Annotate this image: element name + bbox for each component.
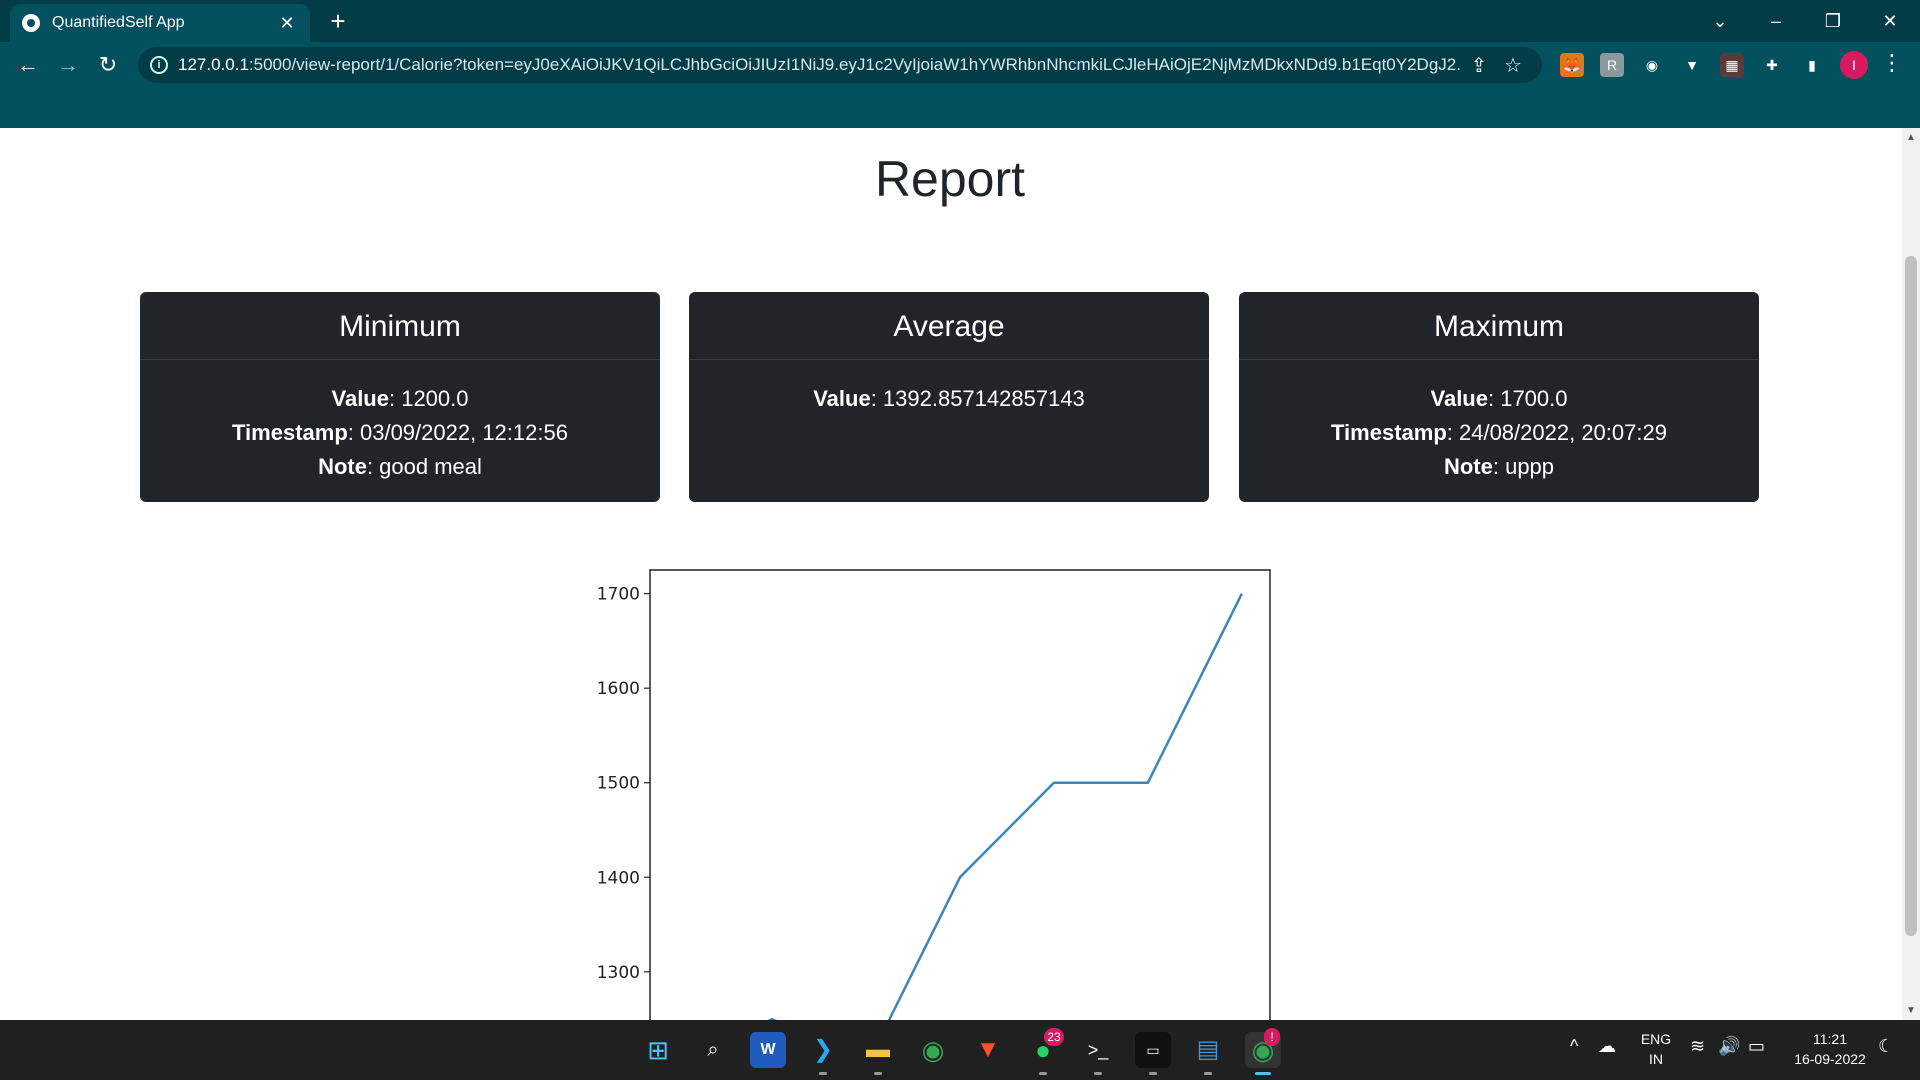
close-tab-icon[interactable]: ✕ [279, 12, 295, 33]
chrome-badge: ! [1264, 1028, 1280, 1046]
edge-extension-icon[interactable]: ◉ [1645, 57, 1659, 73]
address-bar[interactable]: i 127.0.0.1:5000/view-report/1/Calorie?t… [138, 47, 1542, 83]
puzzle-icon[interactable]: ✚ [1766, 57, 1778, 73]
chart-frame [649, 569, 1271, 1020]
card-line: Value: 1200.0 [331, 386, 469, 411]
globe-icon [22, 14, 40, 32]
card-body: Value: 1392.857142857143 [689, 360, 1209, 416]
y-tick-label: 1600 [597, 679, 640, 699]
vscode-icon[interactable]: ❯ [812, 1036, 834, 1063]
running-indicator [1204, 1072, 1212, 1075]
card-line: Note: good meal [318, 454, 482, 479]
volume-icon[interactable]: 🔊 [1718, 1036, 1741, 1056]
card-header: Maximum [1239, 292, 1759, 360]
page-title: Report [874, 151, 1026, 207]
onedrive-cloud-icon[interactable]: ☁ [1598, 1036, 1616, 1056]
tab-strip: QuantifiedSelf App ✕ + ⌄ – ❐ ✕ [0, 0, 1920, 42]
bookmark-star-icon[interactable]: ☆ [1504, 54, 1522, 77]
scroll-up-icon[interactable]: ▲ [1906, 132, 1916, 143]
card-line: Value: 1700.0 [1430, 386, 1568, 411]
average-card: Average Value: 1392.857142857143 [689, 292, 1209, 502]
y-tick-label: 1500 [597, 774, 640, 794]
minimize-button[interactable]: – [1770, 11, 1781, 31]
tab-search-icon[interactable]: ⌄ [1712, 11, 1728, 31]
running-indicator [1149, 1072, 1157, 1075]
back-arrow-icon[interactable]: ← [17, 52, 39, 77]
url-text[interactable]: 127.0.0.1:5000/view-report/1/Calorie?tok… [178, 55, 1462, 74]
metamask-icon[interactable]: 🦊 [1560, 53, 1584, 77]
wifi-icon[interactable]: ≋ [1690, 1036, 1706, 1056]
word-icon[interactable]: W [750, 1032, 786, 1068]
running-indicator [1094, 1072, 1102, 1075]
terminal-icon[interactable]: >_ [1087, 1040, 1109, 1060]
battery-icon[interactable]: ▭ [1748, 1036, 1766, 1056]
card-body: Value: 1700.0 Timestamp: 24/08/2022, 20:… [1239, 360, 1759, 484]
minimum-card: Minimum Value: 1200.0 Timestamp: 03/09/2… [140, 292, 660, 502]
chrome-icon[interactable]: ◉ [921, 1035, 945, 1065]
console-icon[interactable]: ▭ [1135, 1032, 1171, 1068]
vertical-scrollbar[interactable]: ▲ ▼ [1902, 128, 1920, 1020]
page-content: Report Minimum Value: 1200.0 Timestamp: … [0, 128, 1902, 1020]
windows-start-icon[interactable]: ⊞ [647, 1035, 669, 1065]
whatsapp-badge: 23 [1044, 1028, 1064, 1046]
vue-devtools-icon[interactable]: ▼ [1685, 57, 1699, 73]
forward-arrow-icon[interactable]: → [57, 52, 79, 77]
extension-grid-icon[interactable]: ▦ [1720, 53, 1744, 77]
y-tick-label: 1400 [597, 868, 640, 888]
brave-icon[interactable]: ▼ [976, 1036, 1000, 1063]
y-tick-label: 1700 [597, 585, 640, 605]
card-header: Minimum [140, 292, 660, 360]
scrollbar-thumb[interactable] [1905, 256, 1917, 936]
language-indicator[interactable]: ENG IN [1640, 1031, 1672, 1067]
maximum-card: Maximum Value: 1700.0 Timestamp: 24/08/2… [1239, 292, 1759, 502]
card-body: Value: 1200.0 Timestamp: 03/09/2022, 12:… [140, 360, 660, 484]
line-chart: 120013001400150016001700 [597, 569, 1271, 1020]
new-tab-button[interactable]: + [330, 6, 346, 36]
running-indicator [1039, 1072, 1047, 1075]
card-header: Average [689, 292, 1209, 360]
tab-quantifiedself[interactable]: QuantifiedSelf App ✕ [10, 4, 310, 42]
browser-toolbar: ← → ↻ i 127.0.0.1:5000/view-report/1/Cal… [0, 42, 1920, 88]
notepad-icon[interactable]: ▤ [1196, 1036, 1220, 1063]
extension-r-icon[interactable]: R [1600, 53, 1624, 77]
side-panel-icon[interactable]: ▮ [1808, 57, 1816, 73]
site-info-icon[interactable]: i [150, 56, 168, 74]
close-window-button[interactable]: ✕ [1882, 11, 1898, 31]
card-line: Value: 1392.857142857143 [813, 386, 1085, 411]
kebab-menu-icon[interactable]: ⋮ [1881, 50, 1903, 75]
y-tick-label: 1300 [597, 963, 640, 983]
card-line: Timestamp: 03/09/2022, 12:12:56 [232, 420, 568, 445]
series-line [767, 593, 1243, 1020]
running-indicator [874, 1072, 882, 1075]
card-line: Note: uppp [1443, 454, 1555, 479]
search-icon[interactable]: ⌕ [707, 1039, 719, 1061]
running-indicator [819, 1072, 827, 1075]
chevron-up-icon[interactable]: ^ [1570, 1036, 1579, 1056]
active-indicator [1255, 1072, 1271, 1075]
reload-icon[interactable]: ↻ [98, 52, 118, 77]
share-icon[interactable]: ⇪ [1470, 54, 1488, 77]
restore-button[interactable]: ❐ [1824, 11, 1842, 31]
browser-chrome: QuantifiedSelf App ✕ + ⌄ – ❐ ✕ ← → ↻ i 1… [0, 0, 1920, 128]
profile-avatar[interactable]: I [1840, 51, 1868, 79]
card-line: Timestamp: 24/08/2022, 20:07:29 [1331, 420, 1667, 445]
windows-taskbar: ⊞ ⌕ W ❯ ▬ ◉ ▼ ● 23 >_ ▭ ▤ ◉ ! ^ ☁ ENG IN… [0, 1020, 1920, 1080]
tab-title: QuantifiedSelf App [52, 14, 185, 31]
scroll-down-icon[interactable]: ▼ [1906, 1005, 1916, 1016]
clock[interactable]: 11:21 16-09-2022 [1794, 1031, 1866, 1067]
file-explorer-icon[interactable]: ▬ [866, 1036, 890, 1063]
notification-icon[interactable]: ☾ [1878, 1036, 1895, 1056]
